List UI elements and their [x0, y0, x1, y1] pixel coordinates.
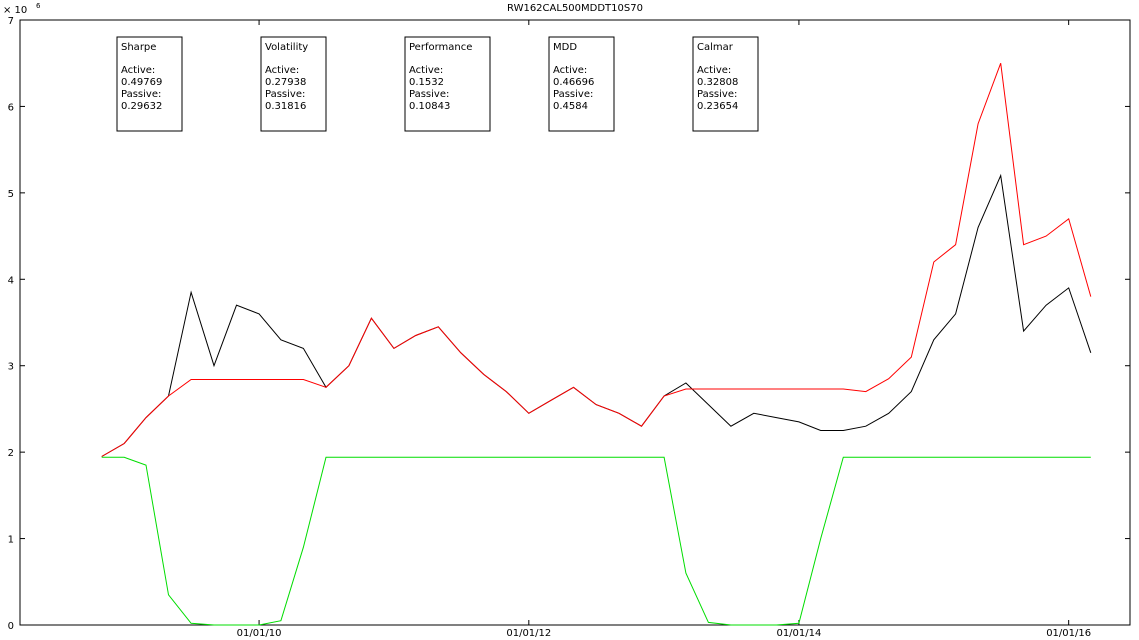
stats-text: Active: — [265, 65, 299, 76]
stats-text: Passive: — [553, 89, 593, 100]
series-line — [101, 456, 1091, 626]
stats-text: Passive: — [265, 89, 305, 100]
stats-box — [692, 36, 759, 132]
y-tick-label: 5 — [8, 189, 14, 200]
stats-text: 0.23654 — [697, 101, 738, 112]
chart-title: RW162CAL500MDDT10S70 — [507, 3, 643, 14]
y-exponent: 6 — [36, 2, 41, 10]
stats-text: Active: — [553, 65, 587, 76]
stats-box — [116, 36, 183, 132]
y-tick-label: 4 — [8, 275, 14, 286]
y-tick-label: 0 — [8, 621, 14, 632]
x-tick-label: 01/01/10 — [237, 628, 282, 639]
stats-text: 0.29632 — [121, 101, 162, 112]
stats-text: 0.46696 — [553, 77, 594, 88]
stats-text: Active: — [409, 65, 443, 76]
stats-text: Passive: — [697, 89, 737, 100]
x-tick-label: 01/01/14 — [776, 628, 821, 639]
y-tick-label: 1 — [8, 535, 14, 546]
x-tick-label: 01/01/16 — [1046, 628, 1091, 639]
series-line — [101, 63, 1092, 457]
stats-text: Active: — [121, 65, 155, 76]
stats-text: 0.31816 — [265, 101, 306, 112]
stats-box — [260, 36, 327, 132]
stats-text: 0.49769 — [121, 77, 162, 88]
stats-text: 0.27938 — [265, 77, 306, 88]
stats-text: 0.1532 — [409, 77, 444, 88]
stats-text: 0.10843 — [409, 101, 450, 112]
x-tick-label: 01/01/12 — [506, 628, 551, 639]
y-exponent-base: × 10 — [3, 5, 27, 16]
stats-text: MDD — [553, 42, 577, 53]
stats-text: Active: — [697, 65, 731, 76]
stats-box — [548, 36, 615, 132]
y-tick-label: 3 — [8, 362, 14, 373]
stats-text: Volatility — [265, 42, 308, 53]
stats-box — [404, 36, 491, 132]
y-tick-label: 6 — [8, 102, 14, 113]
stats-text: Passive: — [121, 89, 161, 100]
y-tick-label: 7 — [8, 16, 14, 27]
stats-text: Performance — [409, 42, 472, 53]
y-tick-label: 2 — [8, 448, 14, 459]
stats-text: 0.4584 — [553, 101, 588, 112]
stats-text: Calmar — [697, 42, 734, 53]
plot-area — [19, 19, 1131, 626]
stats-text: 0.32808 — [697, 77, 738, 88]
stats-text: Sharpe — [121, 42, 156, 53]
stats-text: Passive: — [409, 89, 449, 100]
